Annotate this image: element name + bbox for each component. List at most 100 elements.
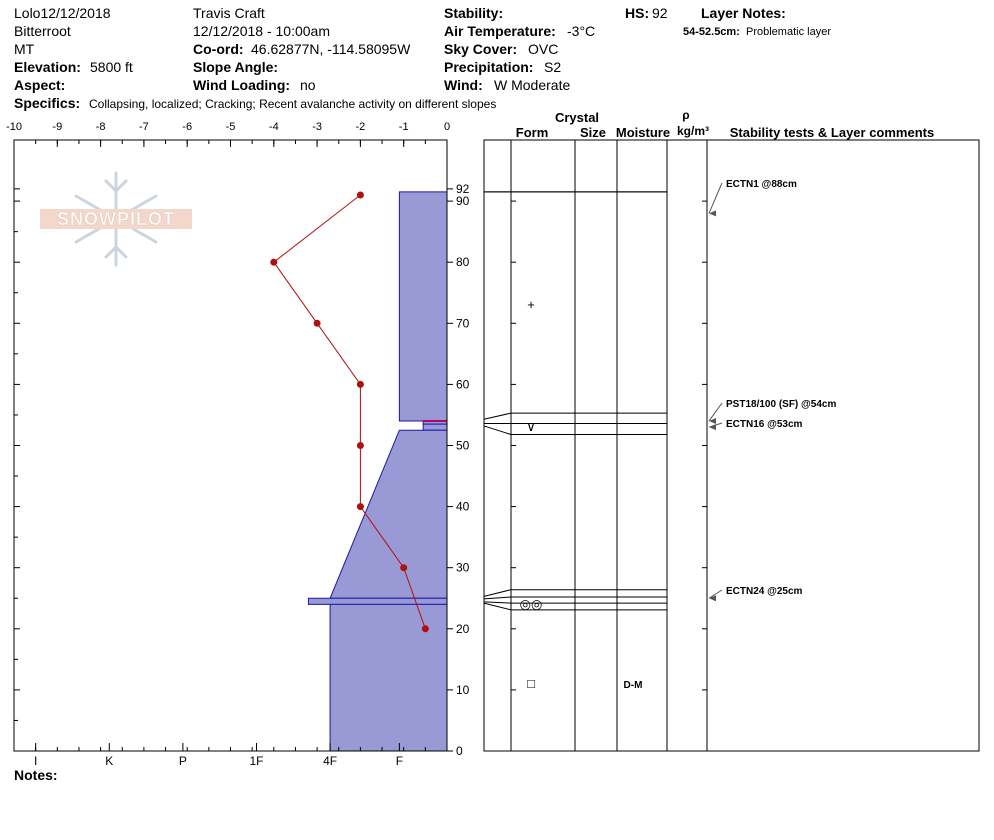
temperature-point (400, 564, 408, 572)
precipitation-value: S2 (544, 59, 562, 75)
hardness-tick-label: K (105, 754, 113, 768)
layer-boundary (483, 601, 667, 604)
temperature-point (421, 625, 429, 633)
column-header-moisture: Moisture (616, 125, 670, 140)
location-date: Lolo12/12/2018 (14, 5, 111, 21)
depth-tick-label: 70 (456, 316, 470, 330)
mountain-range: Bitterroot (14, 23, 71, 39)
stability-test-pointer (708, 589, 723, 599)
depth-tick-label: 50 (456, 439, 470, 453)
temp-tick-label: -8 (96, 121, 106, 133)
precipitation-label: Precipitation: (444, 59, 534, 75)
temperature-point (356, 442, 364, 449)
temp-tick-label: -3 (312, 121, 322, 133)
layer-boundary (483, 412, 667, 420)
density-header: ρ (682, 108, 689, 122)
specifics-value: Collapsing, localized; Cracking; Recent … (89, 97, 497, 111)
stability-label: Stability: (444, 5, 504, 21)
depth-tick-label: 80 (456, 255, 470, 269)
specifics-label: Specifics: (14, 95, 81, 111)
state: MT (14, 41, 35, 57)
stability-test-arrowhead (709, 424, 716, 431)
temperature-profile (270, 191, 429, 633)
layer-notes-label: Layer Notes: (701, 5, 786, 21)
depth-tick-label: 60 (456, 377, 470, 391)
column-header-form: Form (516, 125, 549, 140)
depth-tick-label: 40 (456, 500, 470, 514)
depth-tick-label: 92 (456, 182, 470, 196)
coord-label: Co-ord: (193, 41, 244, 57)
depth-tick-label: 20 (456, 622, 470, 636)
hardness-layer-3 (329, 429, 448, 599)
temperature-point (270, 258, 278, 266)
hardness-profile (307, 191, 448, 752)
observer: Travis Craft (193, 5, 265, 21)
hardness-tick-label: 4F (323, 754, 337, 768)
hardness-tick-label: P (179, 754, 187, 768)
layer-note-text: Problematic layer (746, 26, 831, 38)
grain-form-symbol: ◎◎ (520, 596, 543, 611)
air-temp-value: -3°C (567, 23, 596, 39)
elevation-value: 5800 ft (90, 59, 133, 75)
wind-label: Wind: (444, 77, 483, 93)
depth-tick-label: 10 (456, 683, 470, 697)
depth-tick-label: 0 (456, 744, 463, 758)
stability-test-pointer (708, 182, 723, 214)
hardness-layer-4 (307, 597, 448, 605)
grain-form-symbol: □ (527, 676, 535, 691)
stability-test-label: ECTN1 @88cm (726, 179, 797, 190)
layer-table: Crystal Form Size Moisture ρ kg/m³ Stability t… (483, 108, 980, 752)
temp-tick-label: -1 (399, 121, 409, 133)
stability-test-arrowhead (709, 595, 716, 602)
column-header-size: Size (580, 125, 606, 140)
notes-label: Notes: (14, 767, 58, 783)
layer-boundary (483, 602, 667, 611)
stability-test-label: ECTN24 @25cm (726, 586, 803, 597)
stability-test-label: ECTN16 @53cm (726, 419, 803, 430)
hardness-tick-label: F (396, 754, 403, 768)
aspect-label: Aspect: (14, 77, 66, 93)
wind-loading-label: Wind Loading: (193, 77, 291, 93)
temp-tick-label: -2 (356, 121, 366, 133)
temp-tick-label: -4 (269, 121, 279, 133)
layer-boundary (483, 425, 667, 436)
hs-value: 92 (652, 5, 668, 21)
layer-note-range: 54-52.5cm: (683, 26, 740, 38)
stability-test-label: PST18/100 (SF) @54cm (726, 399, 836, 410)
stability-test-arrowhead (709, 210, 716, 217)
temperature-point (356, 503, 364, 511)
grain-form-symbol: ∨ (526, 419, 536, 434)
temperature-point (356, 191, 364, 199)
snowpilot-logo-text: SNOWPILOT (57, 209, 175, 229)
hs-label: HS: (625, 5, 650, 21)
temperature-line (273, 194, 426, 629)
crystal-header: Crystal (555, 110, 599, 125)
sky-cover-label: Sky Cover: (444, 41, 518, 57)
hardness-tick-label: I (34, 754, 37, 768)
layer-boundary (483, 589, 667, 597)
layer-table-frame (483, 139, 980, 752)
temp-tick-label: -5 (226, 121, 236, 133)
layer-boundary (483, 596, 667, 600)
depth-tick-label: 90 (456, 194, 470, 208)
hardness-tick-label: 1F (249, 754, 263, 768)
temperature-point (313, 319, 321, 327)
temp-tick-label: 0 (444, 121, 450, 133)
stability-test-arrowhead (709, 418, 716, 425)
temp-tick-label: -6 (182, 121, 192, 133)
grain-form-symbol: + (527, 297, 535, 312)
elevation-label: Elevation: (14, 59, 81, 75)
comments-header: Stability tests & Layer comments (730, 125, 934, 140)
temperature-point (356, 380, 364, 388)
snowpilot-logo: SNOWPILOT (40, 171, 192, 267)
hardness-layer-2 (422, 423, 448, 431)
slope-angle-label: Slope Angle: (193, 59, 279, 75)
density-unit: kg/m³ (677, 124, 709, 138)
moisture-value: D-M (624, 680, 643, 691)
hardness-layer-5 (329, 603, 448, 752)
wind-value: W Moderate (494, 77, 571, 93)
stability-test-pointer (708, 402, 723, 422)
profile-axes: -10 -9 -8 -7 -6 -5 -4 -3 -2 -1 0929080706050403020… (6, 121, 470, 768)
temp-tick-label: -7 (139, 121, 149, 133)
